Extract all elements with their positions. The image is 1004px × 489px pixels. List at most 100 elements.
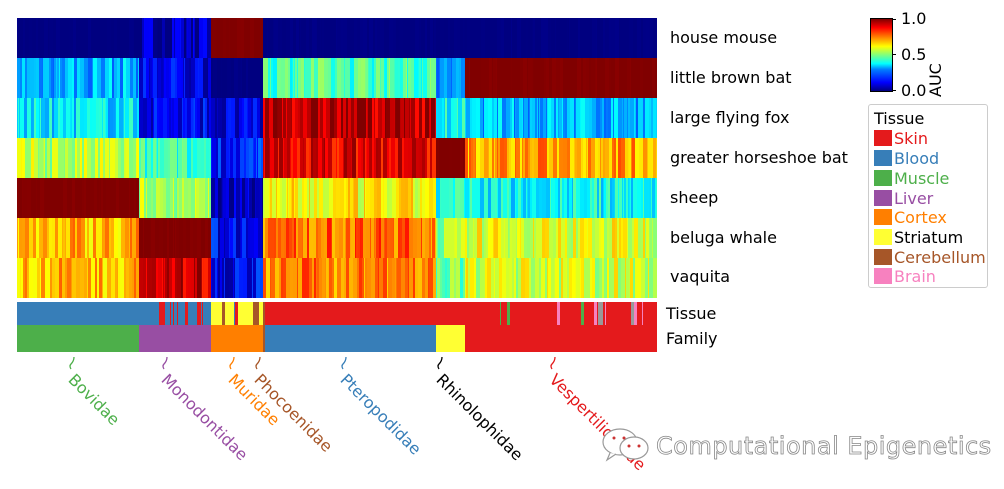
tissue-cell <box>183 302 185 325</box>
tissue-cell <box>342 302 343 325</box>
tissue-cell <box>376 302 379 325</box>
legend-label-skin: Skin <box>894 128 929 148</box>
tissue-cell <box>267 302 268 325</box>
tissue-cell <box>510 302 512 325</box>
tissue-cell <box>234 302 235 325</box>
tissue-cell <box>312 302 314 325</box>
heatmap-row <box>17 218 657 258</box>
tissue-cell <box>39 302 40 325</box>
tissue-cell <box>426 302 428 325</box>
tissue-cell <box>246 302 248 325</box>
tissue-cell <box>97 302 98 325</box>
family-label-rhinolophidae: Rhinolophidae <box>432 370 527 465</box>
family-tick-icon <box>436 355 444 370</box>
tissue-cell <box>62 302 64 325</box>
tissue-cell <box>217 302 219 325</box>
tissue-cell <box>185 302 188 325</box>
tissue-cell <box>280 302 281 325</box>
tissue-cell <box>549 302 551 325</box>
tissue-cell <box>601 302 603 325</box>
tissue-cell <box>275 302 276 325</box>
tissue-cell <box>357 302 358 325</box>
tissue-cell <box>24 302 26 325</box>
tissue-cell <box>114 302 117 325</box>
tissue-cell <box>402 302 404 325</box>
tissue-cell <box>507 302 510 325</box>
tissue-cell <box>404 302 405 325</box>
tissue-cell <box>129 302 131 325</box>
legend-label-cortex: Cortex <box>894 207 947 227</box>
tissue-cell <box>551 302 554 325</box>
legend-label-liver: Liver <box>894 188 934 208</box>
tissue-cell <box>631 302 634 325</box>
tissue-cell <box>286 302 288 325</box>
tissue-cell <box>520 302 522 325</box>
tissue-cell <box>151 302 154 325</box>
tissue-cell <box>651 302 652 325</box>
tissue-cell <box>458 302 459 325</box>
tissue-cell <box>557 302 560 325</box>
tissue-cell <box>57 302 59 325</box>
tissue-cell <box>205 302 207 325</box>
tissue-cell <box>489 302 492 325</box>
tissue-cell <box>512 302 514 325</box>
auc-heatmap <box>17 18 657 298</box>
tissue-cell <box>429 302 430 325</box>
tissue-cell <box>586 302 589 325</box>
watermark-text: Computational Epigenetics <box>656 432 992 461</box>
tissue-cell <box>604 302 605 325</box>
tissue-cell <box>212 302 214 325</box>
tissue-cell <box>448 302 450 325</box>
tissue-cell <box>335 302 338 325</box>
tissue-cell <box>640 302 641 325</box>
tissue-cell <box>124 302 126 325</box>
tissue-cell <box>344 302 345 325</box>
tissue-cell <box>459 302 461 325</box>
tissue-cell <box>249 302 250 325</box>
tissue-cell <box>209 302 211 325</box>
tissue-cell <box>370 302 372 325</box>
tissue-cell <box>172 302 173 325</box>
tissue-cell <box>414 302 416 325</box>
tissue-cell <box>265 302 267 325</box>
family-segment-rhinolophidae <box>436 325 465 352</box>
tissue-cell <box>94 302 97 325</box>
tissue-cell <box>629 302 631 325</box>
tissue-cell <box>277 302 279 325</box>
tissue-cell <box>181 302 182 325</box>
tissue-cell <box>585 302 586 325</box>
tissue-annotation-bar <box>17 302 657 325</box>
tissue-cell <box>374 302 376 325</box>
tissue-cell <box>334 302 335 325</box>
tissue-cell <box>591 302 592 325</box>
auc-colorbar <box>870 18 893 92</box>
legend-title: Tissue <box>874 109 925 128</box>
tissue-cell <box>622 302 624 325</box>
tissue-cell <box>173 302 174 325</box>
tissue-cell <box>566 302 569 325</box>
tissue-cell <box>473 302 476 325</box>
tissue-cell <box>108 302 111 325</box>
tissue-cell <box>81 302 84 325</box>
tissue-cell <box>201 302 202 325</box>
tissue-cell <box>283 302 286 325</box>
tissue-cell <box>40 302 42 325</box>
tissue-cell <box>624 302 625 325</box>
tissue-cell <box>250 302 253 325</box>
tissue-cell <box>393 302 394 325</box>
tissue-cell <box>126 302 129 325</box>
legend-label-blood: Blood <box>894 148 940 168</box>
tissue-cell <box>419 302 421 325</box>
tissue-cell <box>18 302 19 325</box>
tissue-cell <box>468 302 469 325</box>
tissue-cell <box>517 302 520 325</box>
tissue-cell <box>177 302 178 325</box>
tissue-cell <box>323 302 325 325</box>
tissue-cell <box>440 302 443 325</box>
tissue-cell <box>386 302 389 325</box>
tissue-cell <box>159 302 162 325</box>
tissue-cell <box>276 302 277 325</box>
tissue-cell <box>606 302 608 325</box>
tissue-cell <box>432 302 433 325</box>
family-segment-bovidae <box>17 325 139 352</box>
